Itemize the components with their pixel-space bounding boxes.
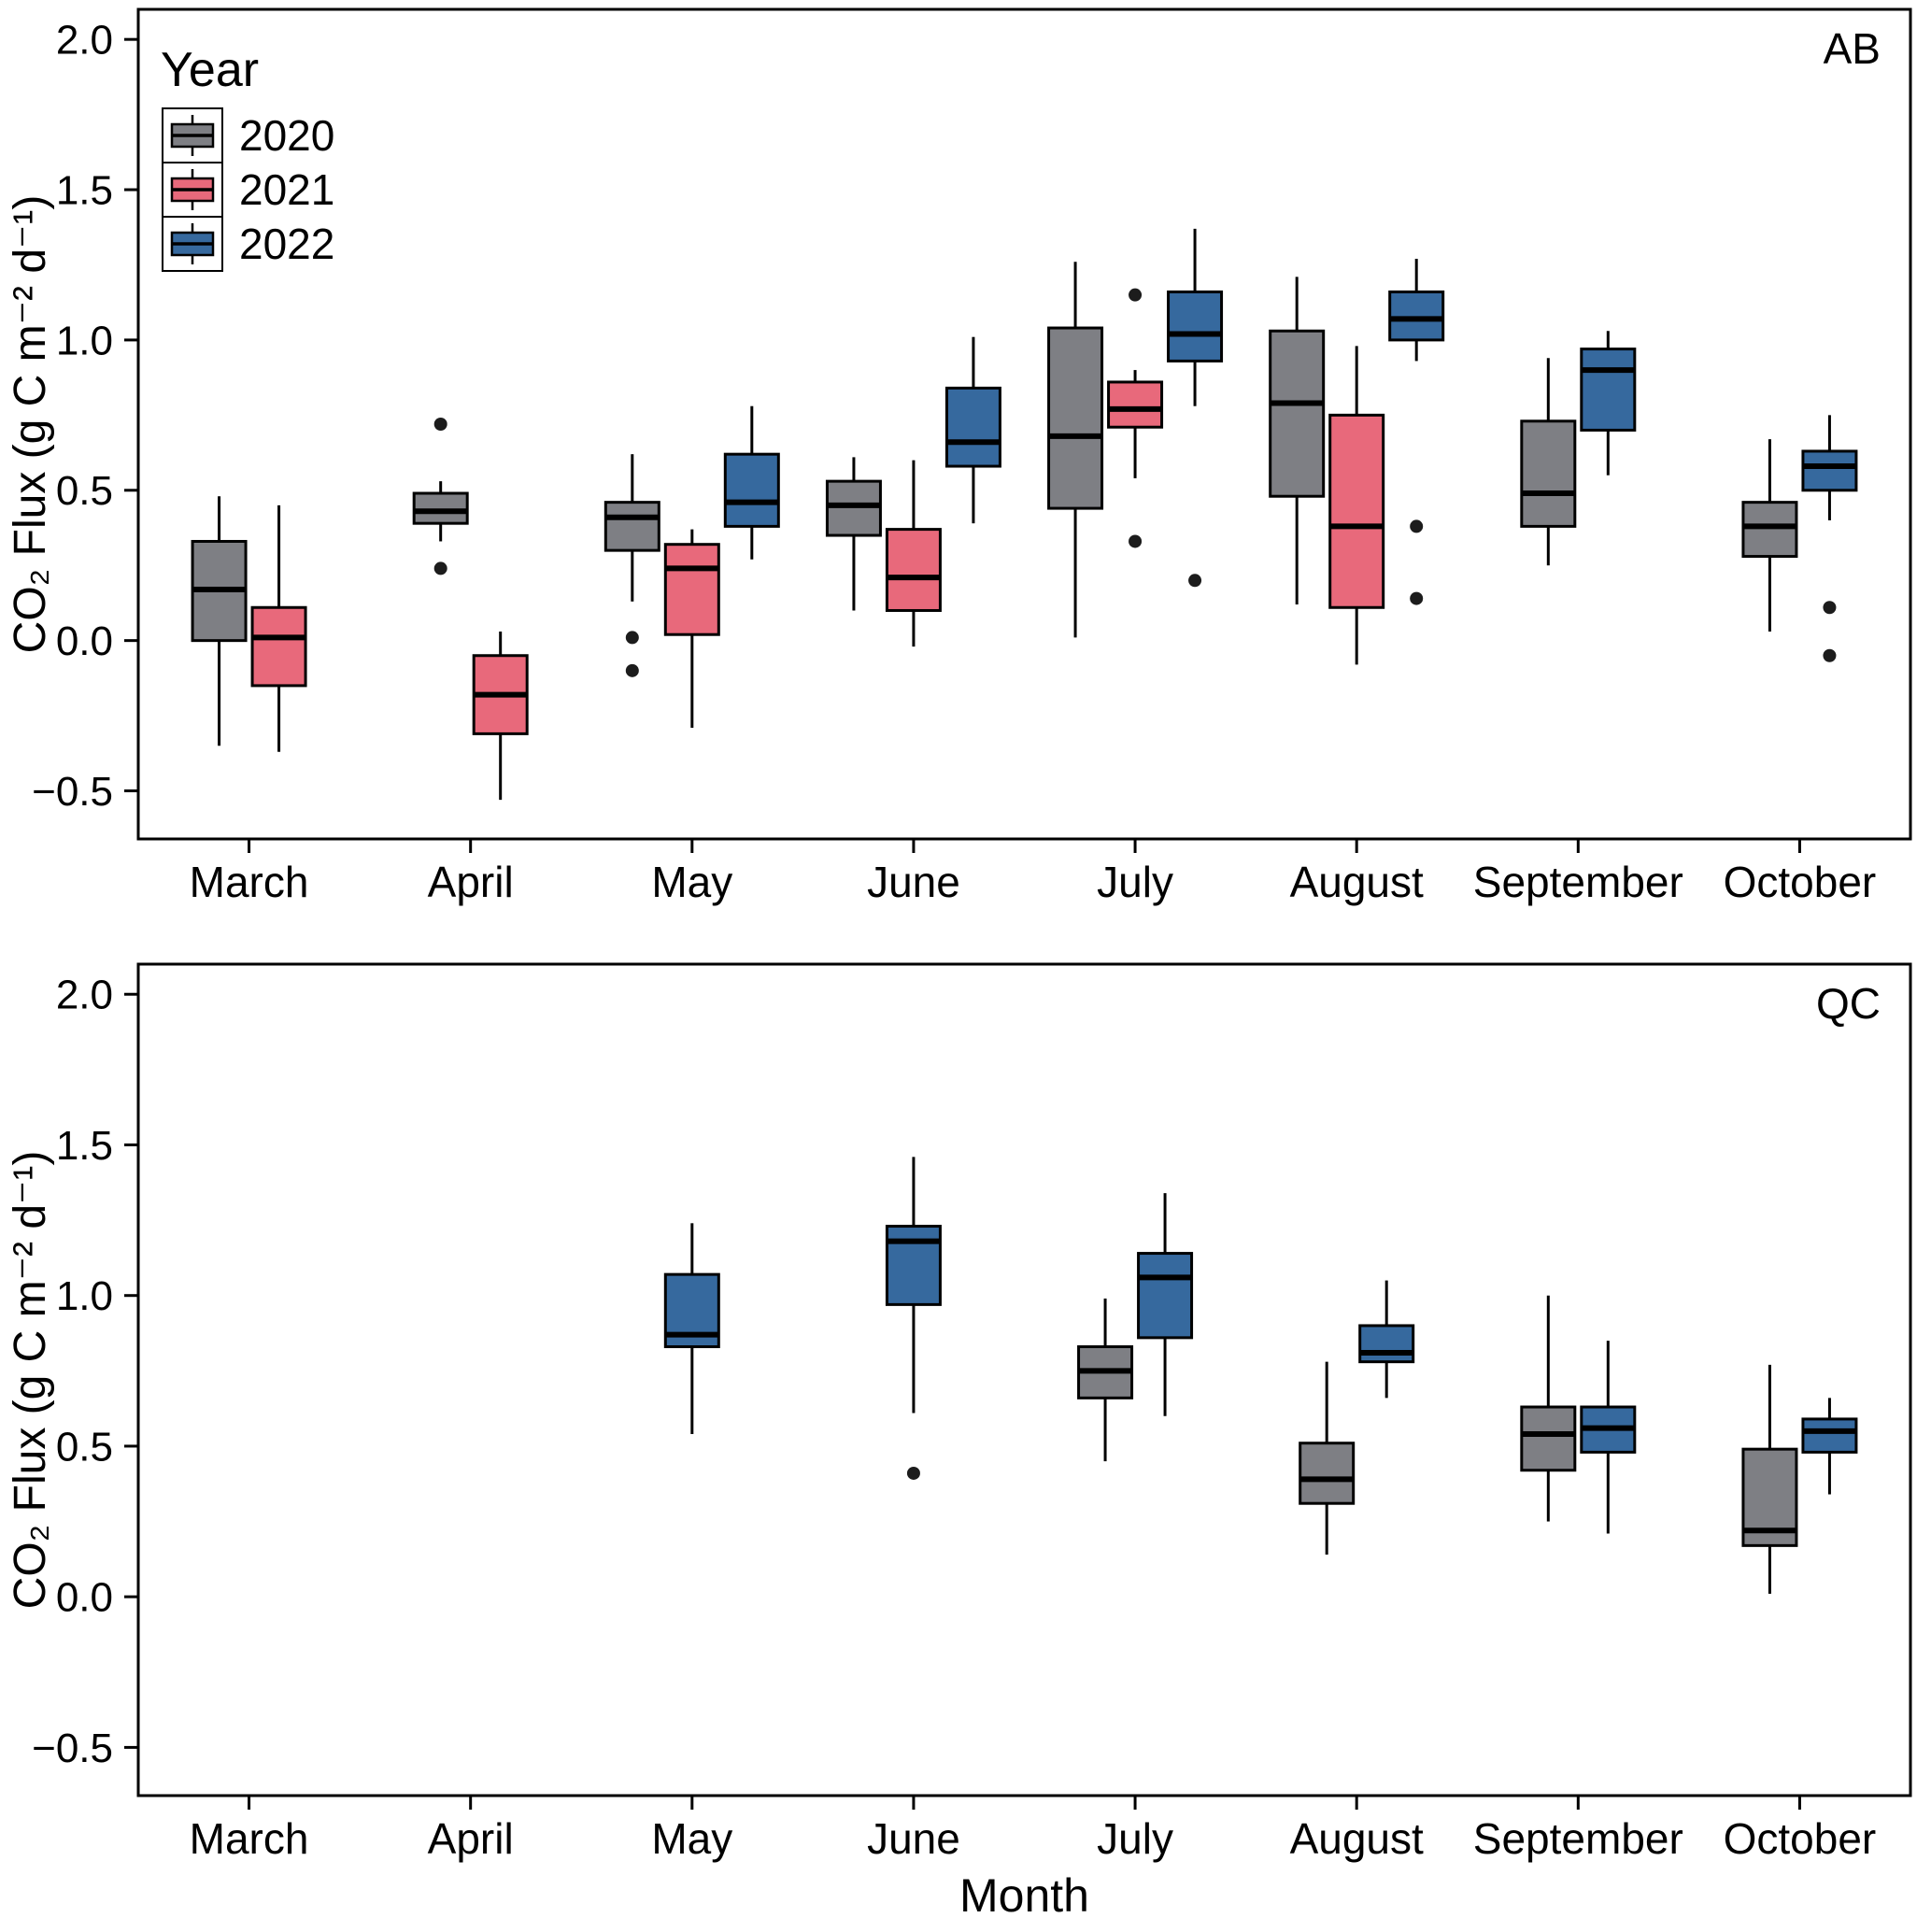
y-axis-title: CO₂ Flux (g C m⁻² d⁻¹)	[6, 1151, 55, 1610]
y-tick-label: 1.5	[56, 167, 113, 213]
box-2022	[885, 1225, 942, 1306]
y-axis-title: CO₂ Flux (g C m⁻² d⁻¹)	[6, 195, 55, 654]
x-tick-label: September	[1473, 858, 1683, 906]
y-tick-label: 2.0	[56, 973, 113, 1018]
outlier-point	[1188, 574, 1202, 588]
panel-tag: QC	[1816, 979, 1881, 1028]
x-tick-label: October	[1724, 1814, 1877, 1863]
x-tick-label: July	[1097, 858, 1173, 906]
box-2021	[1328, 413, 1385, 609]
box-2022	[1137, 1252, 1194, 1340]
box-2022	[1358, 1324, 1415, 1364]
y-tick-label: 0.5	[56, 468, 113, 514]
legend-label: 2022	[239, 220, 334, 268]
x-tick-label: April	[428, 1814, 514, 1863]
x-tick-label: September	[1473, 1814, 1683, 1863]
x-tick-label: May	[651, 1814, 732, 1863]
y-tick-label: −0.5	[32, 1726, 113, 1771]
box-2020	[1047, 326, 1104, 510]
outlier-point	[1129, 534, 1143, 548]
legend-label: 2021	[239, 165, 334, 214]
x-tick-label: May	[651, 858, 732, 906]
outlier-point	[1823, 648, 1837, 662]
panel-tag: AB	[1824, 24, 1881, 73]
legend-title: Year	[161, 43, 259, 97]
box-2020	[1299, 1442, 1356, 1505]
box-2022	[1388, 290, 1445, 342]
x-axis-title: Month	[959, 1869, 1089, 1922]
x-tick-label: August	[1290, 1814, 1424, 1863]
box-2020	[412, 491, 469, 525]
box-2020	[1269, 329, 1326, 498]
box-2022	[944, 386, 1001, 468]
box-2020	[825, 479, 882, 537]
x-tick-label: March	[190, 1814, 309, 1863]
box-2020	[1520, 1405, 1577, 1472]
outlier-point	[1823, 601, 1837, 615]
x-tick-label: August	[1290, 858, 1424, 906]
box-2020	[603, 501, 660, 552]
box-2022	[1801, 449, 1858, 492]
y-tick-label: 0.5	[56, 1424, 113, 1470]
outlier-point	[906, 1466, 920, 1480]
outlier-point	[433, 418, 447, 431]
outlier-point	[1410, 591, 1424, 605]
legend-label: 2020	[239, 111, 334, 160]
outlier-point	[1410, 519, 1424, 533]
box-2020	[1741, 501, 1798, 559]
x-tick-label: June	[867, 1814, 960, 1863]
box-2021	[885, 528, 942, 612]
outlier-point	[625, 663, 639, 677]
y-tick-label: 1.0	[56, 1273, 113, 1319]
box-2021	[250, 605, 307, 688]
x-tick-label: March	[190, 858, 309, 906]
outlier-point	[433, 561, 447, 575]
y-tick-label: 1.0	[56, 318, 113, 363]
y-tick-label: −0.5	[32, 769, 113, 815]
box-2022	[723, 452, 780, 528]
y-tick-label: 0.0	[56, 618, 113, 664]
x-tick-label: October	[1724, 858, 1877, 906]
outlier-point	[1129, 288, 1143, 302]
panel-border-QC	[136, 962, 1912, 1797]
outlier-point	[625, 631, 639, 645]
box-2021	[663, 543, 720, 636]
box-2022	[1167, 290, 1224, 362]
box-2020	[1520, 419, 1577, 528]
x-tick-label: July	[1097, 1814, 1173, 1863]
y-tick-label: 0.0	[56, 1575, 113, 1621]
y-tick-label: 1.5	[56, 1123, 113, 1169]
x-tick-label: April	[428, 858, 514, 906]
box-2022	[1801, 1417, 1858, 1454]
box-2022	[1580, 348, 1637, 432]
box-2021	[1107, 380, 1164, 429]
y-tick-label: 2.0	[56, 18, 113, 64]
panel-border-AB	[136, 7, 1912, 841]
x-tick-label: June	[867, 858, 960, 906]
